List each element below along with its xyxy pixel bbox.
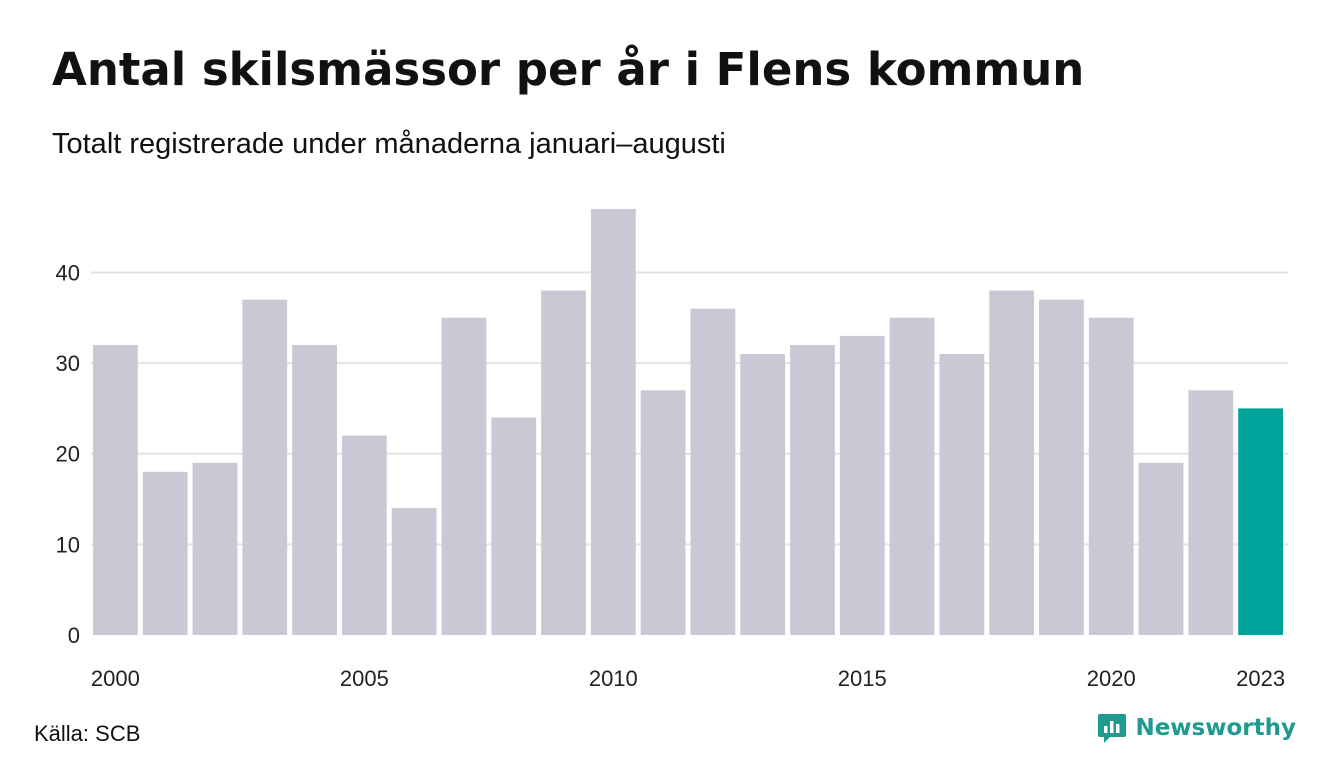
bar-2017 <box>939 354 985 635</box>
bar-2016 <box>889 317 935 635</box>
bar-2011 <box>640 390 686 635</box>
bar-2021 <box>1138 462 1184 635</box>
bar-2019 <box>1039 299 1084 635</box>
x-tick-label: 2023 <box>1236 666 1285 691</box>
bar-2001 <box>142 471 188 635</box>
bar-2008 <box>491 417 537 635</box>
source-note: Källa: SCB <box>34 721 141 746</box>
bar-2009 <box>541 290 586 635</box>
x-tick-labels: 2000 2005 2010 2015 2020 2023 <box>91 666 1285 691</box>
bar-2015 <box>839 335 885 635</box>
x-tick-label: 2010 <box>589 666 638 691</box>
bar-2012 <box>690 308 736 635</box>
brand-logo: Newsworthy <box>1097 712 1296 744</box>
bar-2022 <box>1188 390 1234 635</box>
y-tick-label: 20 <box>56 442 80 467</box>
bar-2020 <box>1088 317 1134 635</box>
bar-2010 <box>590 209 636 635</box>
bar-2006 <box>391 508 437 635</box>
y-tick-label: 10 <box>56 532 80 557</box>
gridlines <box>91 271 1288 546</box>
bar-2004 <box>292 344 337 635</box>
y-tick-label: 40 <box>56 260 80 285</box>
bar-2000 <box>93 344 138 635</box>
x-tick-label: 2000 <box>91 666 140 691</box>
x-tick-label: 2005 <box>340 666 389 691</box>
bar-2014 <box>790 344 835 635</box>
chart-subtitle: Totalt registrerade under månaderna janu… <box>52 128 726 160</box>
bar-2013 <box>740 354 786 635</box>
bar-2007 <box>441 317 487 635</box>
y-tick-labels: 0 10 20 30 40 <box>56 260 80 648</box>
y-tick-label: 0 <box>68 623 80 648</box>
bar-2005 <box>341 435 387 635</box>
bar-2003 <box>242 299 288 635</box>
newsworthy-logo-icon <box>1098 714 1127 743</box>
chart-title: Antal skilsmässor per år i Flens kommun <box>52 43 1085 96</box>
x-tick-label: 2015 <box>838 666 887 691</box>
bar-2018 <box>989 290 1035 635</box>
y-tick-label: 30 <box>56 351 80 376</box>
brand-name: Newsworthy <box>1135 715 1296 741</box>
bar-2002 <box>192 462 238 635</box>
bars <box>93 209 1283 635</box>
bar-2023 <box>1238 408 1283 635</box>
bar-chart: 0 10 20 30 40 2000 2005 2010 2015 2020 2023 <box>56 209 1288 691</box>
x-tick-label: 2020 <box>1087 666 1136 691</box>
